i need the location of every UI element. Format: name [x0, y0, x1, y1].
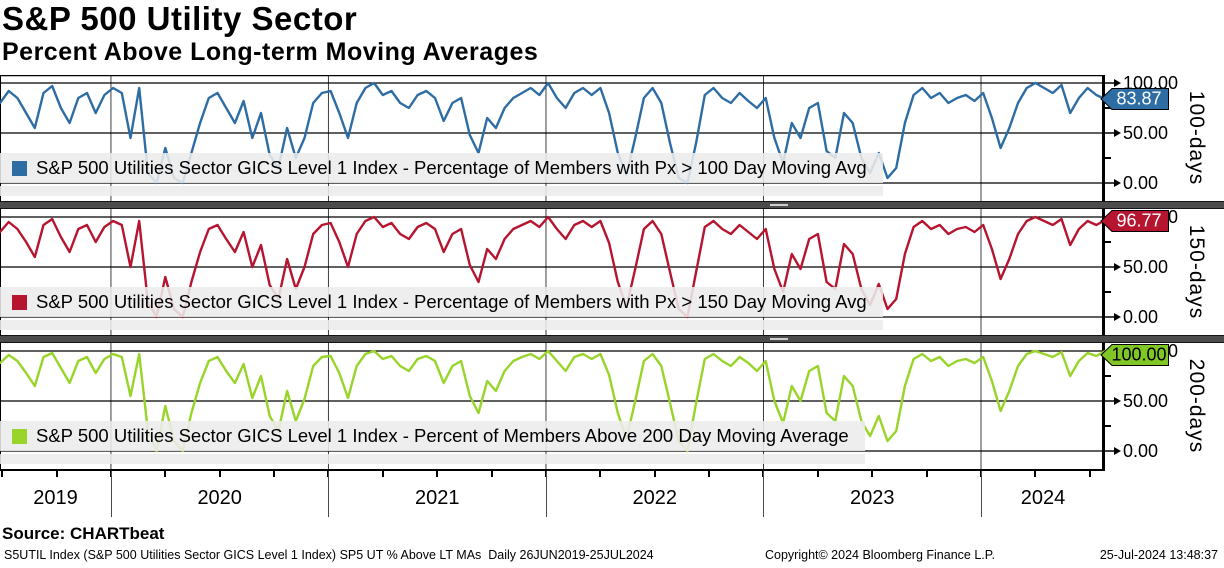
chart-area: S&P 500 Utilities Sector GICS Level 1 In…: [0, 73, 1224, 521]
y-minor-tick: [1105, 375, 1111, 377]
panel-label-150-days: 150-days: [1185, 224, 1209, 320]
last-value-badge-200-day: 100.00: [1100, 343, 1170, 367]
y-tick-0: 0.00: [1105, 307, 1158, 327]
svg-text:100.00: 100.00: [1111, 345, 1166, 365]
source-label: Source: CHARTbeat: [2, 524, 165, 543]
y-axis-200-day: 100.00 50.00 0.00 100.00: [1100, 341, 1178, 469]
y-axis-100-day: 100.00 50.00 0.00 83.87: [1100, 73, 1178, 201]
page-subtitle: Percent Above Long-term Moving Averages: [2, 37, 539, 66]
y-tick-50: 50.00: [1105, 257, 1168, 277]
x-minor-tick: [599, 471, 602, 477]
panel-100-day: S&P 500 Utilities Sector GICS Level 1 In…: [0, 73, 1224, 201]
y-tick-0: 0.00: [1105, 441, 1158, 461]
x-year-label: 2019: [33, 487, 78, 509]
x-minor-tick: [871, 471, 874, 477]
panel-150-day: S&P 500 Utilities Sector GICS Level 1 In…: [0, 207, 1224, 335]
panel-label-200-days: 200-days: [1185, 358, 1209, 454]
panel-label-100-days: 100-days: [1185, 90, 1209, 186]
x-minor-tick: [1034, 471, 1037, 477]
x-minor-tick: [381, 471, 384, 477]
year-gridline: [763, 471, 765, 517]
x-minor-tick: [55, 471, 58, 477]
y-minor-tick: [1105, 241, 1111, 243]
legend-strip-200-day: [0, 454, 865, 464]
y-minor-tick: [1105, 425, 1111, 427]
tick-arrow-icon: [1105, 263, 1121, 271]
x-minor-tick: [490, 471, 493, 477]
x-minor-tick: [164, 471, 167, 477]
timestamp: 25-Jul-2024 13:48:37: [1099, 548, 1218, 562]
x-minor-tick: [273, 471, 276, 477]
svg-text:83.87: 83.87: [1116, 89, 1161, 109]
page-title: S&P 500 Utility Sector: [2, 0, 358, 37]
y-axis-150-day: 100.00 50.00 0.00 96.77: [1100, 207, 1178, 335]
pane-drag-handle[interactable]: [770, 204, 788, 206]
y-tick-0: 0.00: [1105, 173, 1158, 193]
tick-arrow-icon: [1105, 447, 1121, 455]
last-value-badge-100-day: 83.87: [1100, 87, 1170, 111]
x-minor-tick: [1088, 471, 1091, 477]
legend-label-100-day: S&P 500 Utilities Sector GICS Level 1 In…: [36, 157, 867, 178]
year-gridline: [545, 471, 547, 517]
x-minor-tick: [436, 471, 439, 477]
legend-chip-200-day: [12, 428, 27, 444]
legend-100-day: S&P 500 Utilities Sector GICS Level 1 In…: [0, 153, 883, 196]
x-minor-tick: [925, 471, 928, 477]
x-minor-tick: [218, 471, 221, 477]
legend-chip-150-day: [12, 294, 27, 310]
tick-arrow-icon: [1105, 79, 1121, 87]
legend-150-day: S&P 500 Utilities Sector GICS Level 1 In…: [0, 287, 883, 330]
tick-arrow-icon: [1105, 179, 1121, 187]
x-year-label: 2023: [850, 487, 895, 509]
pane-divider: [0, 201, 1224, 209]
status-row: S5UTIL Index (S&P 500 Utilities Sector G…: [0, 548, 1224, 568]
chart-header: S&P 500 Utility Sector Percent Above Lon…: [0, 0, 1224, 75]
x-year-label: 2024: [1020, 487, 1066, 509]
year-gridline: [328, 471, 330, 517]
x-axis: 2019 2020 2021 2022 2023 2024: [0, 469, 1105, 521]
x-minor-tick: [1, 471, 4, 477]
ticker-description: S5UTIL Index (S&P 500 Utilities Sector G…: [4, 548, 654, 562]
x-year-label: 2022: [632, 487, 677, 509]
pane-drag-handle[interactable]: [770, 338, 788, 340]
svg-text:96.77: 96.77: [1116, 211, 1161, 231]
y-minor-tick: [1105, 107, 1111, 109]
y-tick-100: 100.00: [1105, 73, 1178, 93]
panel-200-day: S&P 500 Utilities Sector GICS Level 1 In…: [0, 341, 1224, 469]
tick-arrow-icon: [1105, 129, 1121, 137]
legend-label-200-day: S&P 500 Utilities Sector GICS Level 1 In…: [36, 425, 849, 446]
legend-200-day: S&P 500 Utilities Sector GICS Level 1 In…: [0, 421, 865, 464]
chart-footer: Source: CHARTbeat S5UTIL Index (S&P 500 …: [0, 521, 1224, 566]
tick-arrow-icon: [1105, 397, 1121, 405]
x-year-label: 2020: [197, 487, 242, 509]
pane-divider: [0, 335, 1224, 343]
year-gridline: [110, 471, 112, 517]
y-tick-50: 50.00: [1105, 123, 1168, 143]
last-value-badge-150-day: 96.77: [1100, 209, 1170, 233]
copyright-text: Copyright© 2024 Bloomberg Finance L.P.: [765, 548, 995, 562]
legend-strip-100-day: [0, 186, 883, 196]
tick-arrow-icon: [1105, 313, 1121, 321]
x-minor-tick: [708, 471, 711, 477]
y-tick-50: 50.00: [1105, 391, 1168, 411]
legend-chip-100-day: [12, 160, 27, 176]
y-minor-tick: [1105, 291, 1111, 293]
y-minor-tick: [1105, 157, 1111, 159]
legend-strip-150-day: [0, 320, 883, 330]
x-minor-tick: [653, 471, 656, 477]
year-gridline: [981, 471, 982, 517]
legend-label-150-day: S&P 500 Utilities Sector GICS Level 1 In…: [36, 291, 867, 312]
x-year-label: 2021: [414, 487, 460, 509]
x-minor-tick: [816, 471, 819, 477]
